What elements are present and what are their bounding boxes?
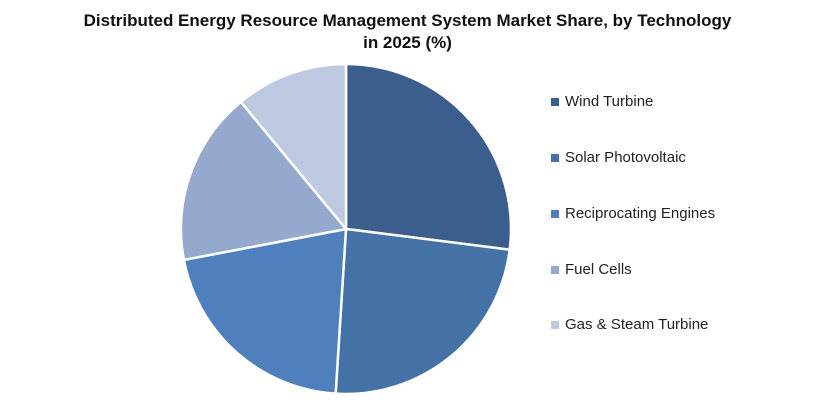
pie-slice-wind-turbine [344,62,513,251]
chart-title-line-2: in 2025 (%) [363,33,452,52]
legend-item-fuel-cells: Fuel Cells [551,260,791,280]
legend-label: Fuel Cells [565,261,632,278]
legend-swatch [551,266,559,274]
legend-swatch [551,98,559,106]
legend-label: Gas & Steam Turbine [565,316,709,333]
pie-slice-fuel-cells [179,100,348,262]
legend-swatch [551,210,559,218]
chart-title-line-1: Distributed Energy Resource Management S… [83,11,732,30]
legend-label: Wind Turbine [565,93,654,110]
legend-item-wind-turbine: Wind Turbine [551,92,791,112]
legend-item-solar-photovoltaic: Solar Photovoltaic [551,148,791,168]
pie-slice-solar-photovoltaic [334,227,511,396]
legend-item-reciprocating-engines: Reciprocating Engines [551,204,791,224]
legend-item-gas-steam-turbine: Gas & Steam Turbine [551,315,791,335]
pie-slice-gas-steam-turbine [239,62,348,231]
legend-label: Solar Photovoltaic [565,149,686,166]
legend-swatch [551,321,559,329]
legend-swatch [551,154,559,162]
pie-slice-reciprocating-engines [182,227,348,395]
chart-title: Distributed Energy Resource Management S… [40,10,775,54]
legend-label: Reciprocating Engines [565,205,716,222]
